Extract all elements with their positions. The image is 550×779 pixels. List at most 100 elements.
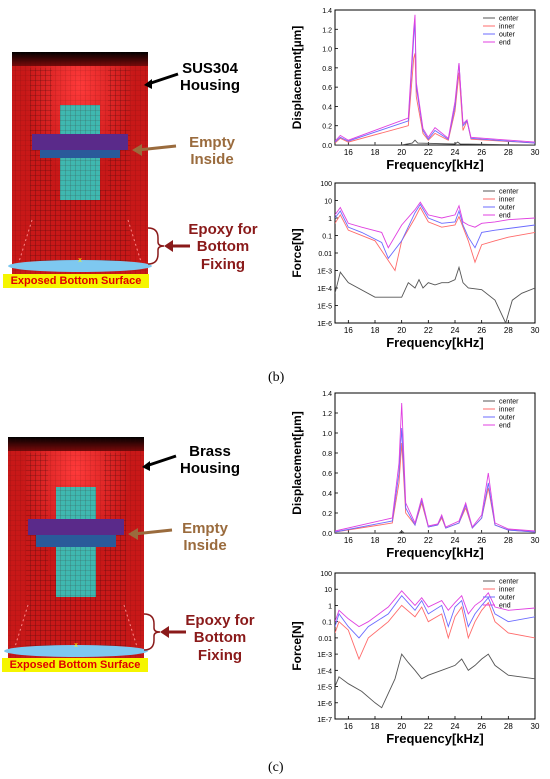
exposed-label-c: Exposed Bottom Surface — [2, 658, 148, 672]
y-tick-label: 1.2 — [322, 411, 332, 418]
series-line-end — [335, 402, 535, 532]
x-axis-label: Frequency[kHz] — [386, 731, 484, 746]
legend-label-end: end — [499, 213, 511, 220]
series-line-center — [335, 265, 535, 323]
x-tick-label: 20 — [397, 148, 406, 157]
fe-model-b: x — [8, 52, 152, 276]
empty-label-c: Empty Inside — [182, 520, 228, 555]
plot-frame — [334, 9, 536, 146]
y-tick-label: 0.8 — [322, 451, 332, 458]
x-tick-label: 24 — [451, 326, 460, 335]
y-tick-label: 0.6 — [322, 85, 332, 92]
x-tick-label: 16 — [344, 536, 353, 545]
purple-band — [32, 134, 128, 150]
legend-label-inner: inner — [499, 407, 515, 414]
series-line-outer — [335, 594, 535, 639]
chart-b-force: 16 18 20 22 24 26 28 30 1E-6 1E-5 1E-4 1E-3 0.01 0.1 1… — [290, 181, 540, 350]
epoxy-brace-b — [147, 227, 190, 265]
legend-label-outer: outer — [499, 32, 516, 39]
x-tick-label: 22 — [424, 722, 433, 731]
exposed-label-b: Exposed Bottom Surface — [3, 274, 149, 288]
y-tick-label: 0.0 — [322, 143, 332, 150]
x-tick-label: 16 — [344, 148, 353, 157]
x-tick-label: 30 — [531, 326, 540, 335]
legend-label-end: end — [499, 603, 511, 610]
plot-frame — [334, 572, 536, 720]
x-tick-label: 28 — [504, 536, 513, 545]
empty-label-b: Empty Inside — [189, 134, 235, 169]
y-tick-label: 0.1 — [322, 234, 332, 241]
legend-label-outer: outer — [499, 415, 516, 422]
x-tick-label: 20 — [397, 536, 406, 545]
x-tick-label: 18 — [371, 722, 380, 731]
y-tick-label: 0.2 — [322, 511, 332, 518]
housing-arrow-c — [142, 454, 177, 471]
y-tick-label: 0.4 — [322, 104, 332, 111]
y-axis-label: Force[N] — [290, 621, 304, 670]
series-line-inner — [335, 53, 535, 144]
series-line-inner — [335, 206, 535, 272]
y-tick-label: 1 — [328, 603, 332, 610]
housing-arrow-b — [144, 72, 179, 89]
x-tick-label: 24 — [451, 148, 460, 157]
x-tick-label: 22 — [424, 536, 433, 545]
x-tick-label: 30 — [531, 148, 540, 157]
y-axis-label: Displacement[µm] — [290, 411, 304, 515]
legend-label-outer: outer — [499, 205, 516, 212]
caption-c: (c) — [268, 760, 284, 775]
series-line-outer — [335, 19, 535, 144]
y-tick-label: 0.01 — [318, 636, 332, 643]
x-tick-label: 16 — [344, 722, 353, 731]
empty-arrow-c — [128, 528, 173, 540]
series-line-end — [335, 590, 535, 628]
x-axis-label: Frequency[kHz] — [386, 545, 484, 560]
y-tick-label: 1.0 — [322, 47, 332, 54]
legend-label-outer: outer — [499, 595, 516, 602]
series-line-end — [335, 201, 535, 249]
bottom-surface — [8, 260, 152, 272]
y-tick-label: 10 — [324, 587, 332, 594]
housing-label-c: Brass Housing — [180, 443, 240, 478]
y-tick-label: 1.2 — [322, 27, 332, 34]
plot-frame — [334, 182, 536, 324]
x-tick-label: 28 — [504, 326, 513, 335]
y-tick-label: 0.4 — [322, 491, 332, 498]
chart-c-displacement: 16 18 20 22 24 26 28 30 0.0 0.2 0.4 0.6 0.8 1.0 1.2 1.4… — [290, 391, 540, 560]
y-tick-label: 0.6 — [322, 471, 332, 478]
plot-frame — [334, 392, 536, 534]
series-line-center — [335, 139, 535, 145]
x-tick-label: 24 — [451, 722, 460, 731]
series-line-center — [335, 530, 535, 533]
y-tick-label: 100 — [320, 571, 332, 578]
svg-text:x: x — [74, 642, 78, 649]
x-tick-label: 18 — [371, 326, 380, 335]
series-line-inner — [335, 442, 535, 533]
svg-text:x: x — [78, 257, 82, 264]
legend-label-center: center — [499, 16, 519, 23]
epoxy-label-c: Epoxy for Bottom Fixing — [185, 612, 255, 664]
y-tick-label: 1E-6 — [317, 701, 332, 708]
epoxy-brace-c — [143, 613, 186, 651]
x-tick-label: 20 — [397, 326, 406, 335]
series-line-outer — [335, 203, 535, 260]
x-tick-label: 22 — [424, 326, 433, 335]
x-tick-label: 22 — [424, 148, 433, 157]
x-tick-label: 30 — [531, 722, 540, 731]
y-tick-label: 1E-5 — [317, 304, 332, 311]
purple-band — [28, 519, 124, 535]
x-axis-label: Frequency[kHz] — [386, 157, 484, 172]
x-tick-label: 28 — [504, 722, 513, 731]
y-axis-label: Force[N] — [290, 228, 304, 277]
x-tick-label: 20 — [397, 722, 406, 731]
legend-label-center: center — [499, 579, 519, 586]
x-tick-label: 18 — [371, 536, 380, 545]
y-tick-label: 1.4 — [322, 8, 332, 15]
legend-label-inner: inner — [499, 587, 515, 594]
legend-label-end: end — [499, 423, 511, 430]
legend-label-end: end — [499, 40, 511, 47]
y-axis-label: Displacement[µm] — [290, 26, 304, 130]
y-tick-label: 1.0 — [322, 431, 332, 438]
y-tick-label: 100 — [320, 181, 332, 188]
chart-b-displacement: 16 18 20 22 24 26 28 30 0.0 0.2 0.4 0.6 0.8 1.0 1.2 1.4… — [290, 8, 540, 172]
y-tick-label: 1E-6 — [317, 321, 332, 328]
